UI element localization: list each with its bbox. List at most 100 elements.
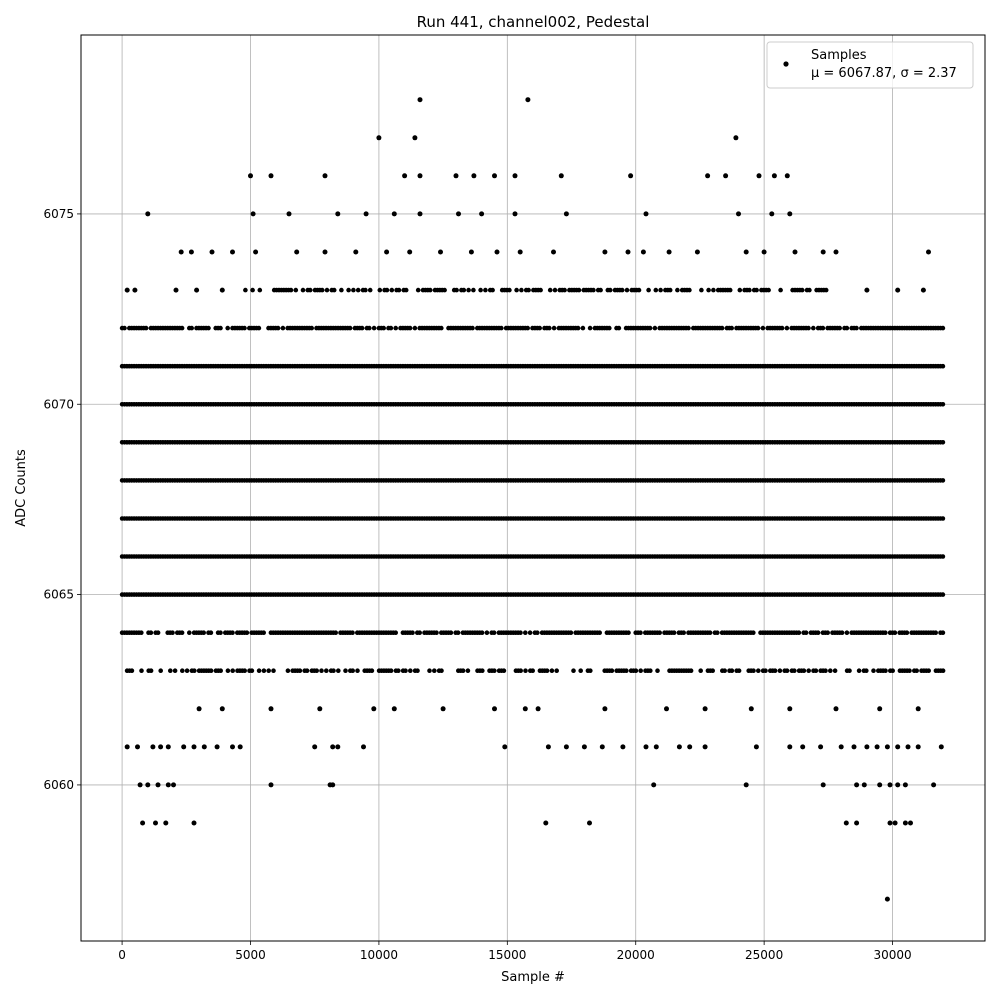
data-point: [403, 668, 408, 673]
data-point: [729, 325, 734, 331]
data-point: [442, 287, 447, 293]
data-point: [877, 782, 883, 788]
data-point: [796, 630, 802, 635]
data-point: [170, 630, 175, 635]
data-point: [468, 249, 474, 255]
data-point: [544, 668, 550, 673]
data-point: [324, 287, 330, 293]
data-point: [191, 744, 197, 750]
data-point: [253, 249, 259, 255]
data-point: [288, 287, 294, 293]
data-point: [492, 173, 497, 179]
data-point: [439, 668, 444, 673]
data-point: [616, 325, 622, 331]
data-point: [828, 668, 833, 673]
x-tick-label: 30000: [873, 948, 911, 962]
data-point: [926, 668, 931, 673]
data-point: [820, 249, 826, 255]
data-point: [155, 630, 161, 635]
data-point: [381, 325, 387, 331]
data-point: [535, 706, 541, 712]
x-tick-label: 20000: [617, 948, 655, 962]
data-point: [818, 744, 824, 750]
data-point: [620, 744, 626, 750]
data-point: [165, 782, 171, 788]
data-point: [547, 325, 552, 331]
data-point: [763, 668, 768, 673]
data-point: [864, 668, 869, 673]
data-point: [801, 668, 807, 673]
data-point: [225, 325, 230, 331]
data-point: [297, 668, 303, 673]
data-point: [597, 630, 602, 635]
data-point: [388, 325, 394, 331]
data-point: [578, 668, 583, 673]
data-point: [598, 287, 603, 293]
data-point: [643, 744, 649, 750]
data-point: [628, 173, 634, 179]
data-point: [787, 744, 793, 750]
data-point: [129, 668, 135, 673]
data-point: [412, 135, 418, 141]
data-point: [184, 668, 190, 673]
data-point: [940, 478, 946, 483]
data-point: [892, 630, 898, 635]
data-point: [904, 630, 910, 635]
data-point: [124, 744, 130, 750]
data-point: [293, 287, 299, 293]
data-point: [648, 668, 653, 673]
data-point: [158, 744, 164, 750]
data-point: [225, 668, 231, 673]
data-point: [892, 820, 898, 826]
data-point: [761, 249, 767, 255]
data-point: [902, 782, 908, 788]
data-point: [492, 706, 497, 712]
data-point: [317, 706, 323, 712]
data-point: [396, 668, 401, 673]
x-tick-label: 15000: [488, 948, 526, 962]
data-point: [625, 249, 631, 255]
data-point: [461, 287, 467, 293]
data-point: [353, 249, 359, 255]
data-point: [851, 744, 857, 750]
data-point: [777, 668, 783, 673]
data-point: [832, 668, 838, 673]
data-point: [653, 744, 659, 750]
data-point: [915, 744, 921, 750]
data-point: [705, 173, 711, 179]
data-point: [479, 630, 485, 635]
data-point: [415, 287, 421, 293]
data-point: [440, 706, 446, 712]
data-point: [206, 325, 211, 331]
data-point: [179, 325, 185, 331]
data-point: [607, 287, 613, 293]
data-point: [396, 287, 402, 293]
data-point: [194, 287, 200, 293]
data-point: [736, 668, 742, 673]
data-point: [478, 287, 483, 293]
data-point: [940, 325, 946, 331]
data-point: [864, 744, 870, 750]
data-point: [201, 630, 206, 635]
legend-box: [766, 41, 974, 89]
data-point: [355, 287, 361, 293]
data-point: [209, 249, 215, 255]
data-point: [854, 325, 859, 331]
x-tick-label: 5000: [235, 948, 266, 962]
data-point: [825, 630, 830, 635]
data-point: [490, 287, 495, 293]
data-point: [727, 287, 733, 293]
data-point: [602, 249, 608, 255]
data-point: [633, 668, 639, 673]
data-point: [376, 135, 382, 141]
data-point: [330, 744, 336, 750]
data-point: [346, 287, 351, 293]
data-point: [371, 706, 377, 712]
legend-series-name: Samples: [811, 48, 867, 63]
data-point: [179, 630, 185, 635]
data-point: [915, 706, 921, 712]
data-point: [847, 668, 852, 673]
data-point: [148, 668, 154, 673]
data-point: [843, 820, 849, 826]
